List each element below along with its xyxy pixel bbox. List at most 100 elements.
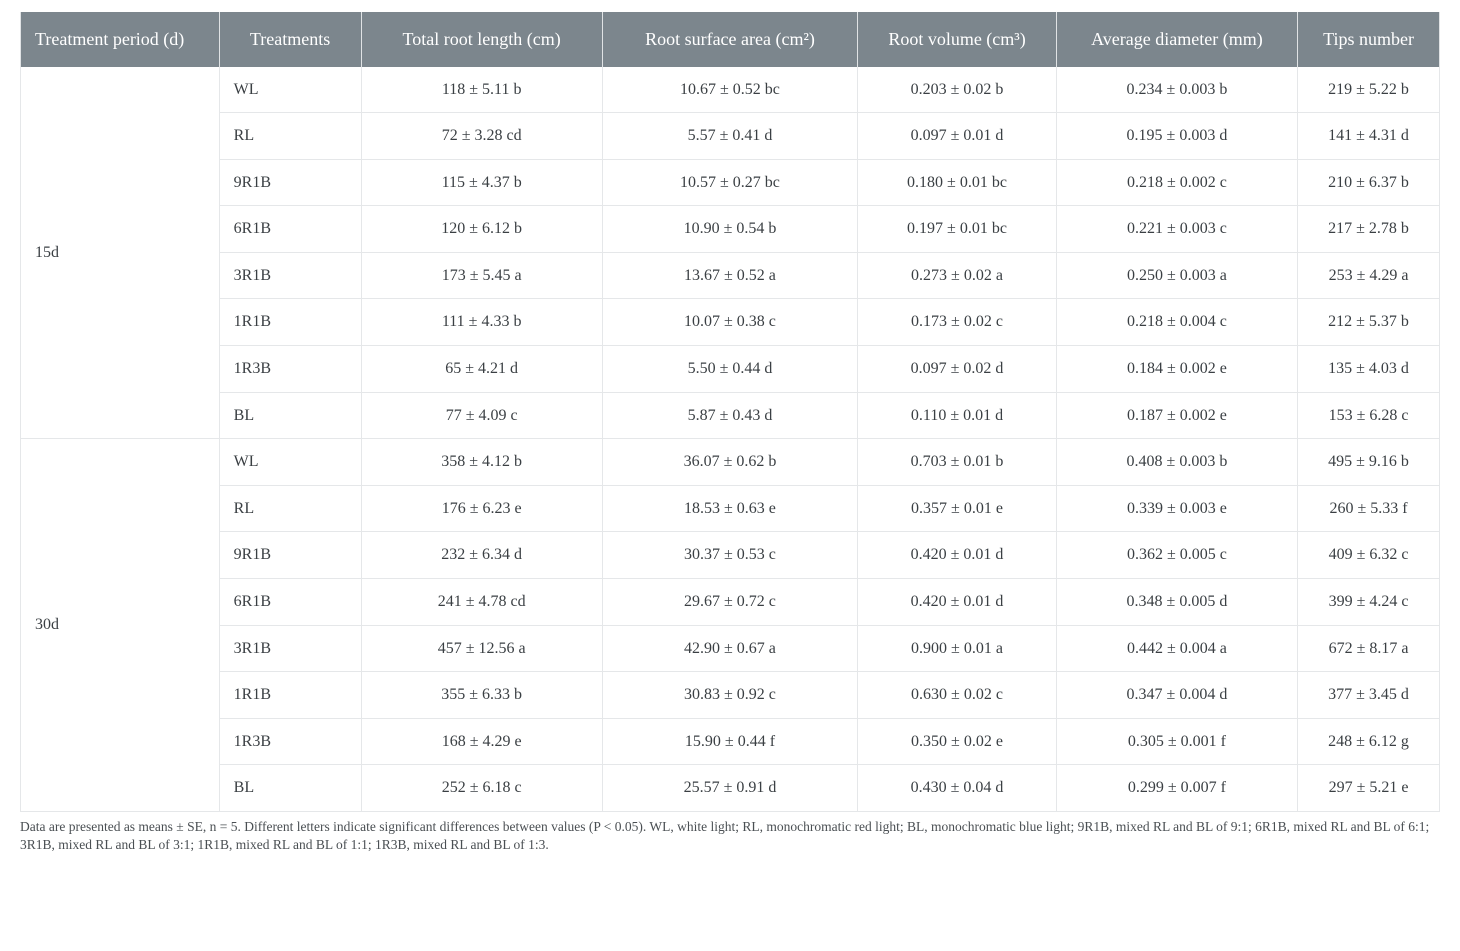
table-row: 6R1B241 ± 4.78 cd29.67 ± 0.72 c0.420 ± 0… [21,579,1440,626]
value-cell: 173 ± 5.45 a [361,252,602,299]
value-cell: 118 ± 5.11 b [361,67,602,113]
value-cell: 168 ± 4.29 e [361,718,602,765]
table-row: RL176 ± 6.23 e18.53 ± 0.63 e0.357 ± 0.01… [21,485,1440,532]
value-cell: 358 ± 4.12 b [361,439,602,486]
value-cell: 0.097 ± 0.02 d [858,346,1057,393]
value-cell: 5.50 ± 0.44 d [602,346,857,393]
value-cell: 77 ± 4.09 c [361,392,602,439]
value-cell: 5.87 ± 0.43 d [602,392,857,439]
value-cell: 0.250 ± 0.003 a [1056,252,1297,299]
value-cell: 210 ± 6.37 b [1298,159,1440,206]
value-cell: 0.305 ± 0.001 f [1056,718,1297,765]
table-row: 1R1B111 ± 4.33 b10.07 ± 0.38 c0.173 ± 0.… [21,299,1440,346]
treatment-cell: 6R1B [219,206,361,253]
table-row: 9R1B232 ± 6.34 d30.37 ± 0.53 c0.420 ± 0.… [21,532,1440,579]
value-cell: 219 ± 5.22 b [1298,67,1440,113]
table-row: 15dWL118 ± 5.11 b10.67 ± 0.52 bc0.203 ± … [21,67,1440,113]
table-row: RL72 ± 3.28 cd5.57 ± 0.41 d0.097 ± 0.01 … [21,113,1440,160]
treatment-cell: 3R1B [219,625,361,672]
value-cell: 0.630 ± 0.02 c [858,672,1057,719]
treatment-cell: 6R1B [219,579,361,626]
value-cell: 0.097 ± 0.01 d [858,113,1057,160]
value-cell: 0.348 ± 0.005 d [1056,579,1297,626]
value-cell: 13.67 ± 0.52 a [602,252,857,299]
value-cell: 409 ± 6.32 c [1298,532,1440,579]
treatment-cell: RL [219,113,361,160]
table-body: 15dWL118 ± 5.11 b10.67 ± 0.52 bc0.203 ± … [21,67,1440,812]
value-cell: 176 ± 6.23 e [361,485,602,532]
value-cell: 0.900 ± 0.01 a [858,625,1057,672]
table-row: 1R3B168 ± 4.29 e15.90 ± 0.44 f0.350 ± 0.… [21,718,1440,765]
table-row: 3R1B173 ± 5.45 a13.67 ± 0.52 a0.273 ± 0.… [21,252,1440,299]
treatment-cell: BL [219,392,361,439]
table-row: BL252 ± 6.18 c25.57 ± 0.91 d0.430 ± 0.04… [21,765,1440,812]
value-cell: 0.173 ± 0.02 c [858,299,1057,346]
value-cell: 10.07 ± 0.38 c [602,299,857,346]
value-cell: 135 ± 4.03 d [1298,346,1440,393]
value-cell: 0.339 ± 0.003 e [1056,485,1297,532]
value-cell: 141 ± 4.31 d [1298,113,1440,160]
value-cell: 18.53 ± 0.63 e [602,485,857,532]
value-cell: 248 ± 6.12 g [1298,718,1440,765]
value-cell: 0.187 ± 0.002 e [1056,392,1297,439]
col-header-treatments: Treatments [219,12,361,67]
value-cell: 0.273 ± 0.02 a [858,252,1057,299]
value-cell: 0.218 ± 0.002 c [1056,159,1297,206]
value-cell: 377 ± 3.45 d [1298,672,1440,719]
treatment-cell: 1R1B [219,299,361,346]
value-cell: 29.67 ± 0.72 c [602,579,857,626]
value-cell: 0.110 ± 0.01 d [858,392,1057,439]
value-cell: 10.90 ± 0.54 b [602,206,857,253]
value-cell: 0.234 ± 0.003 b [1056,67,1297,113]
value-cell: 355 ± 6.33 b [361,672,602,719]
value-cell: 0.442 ± 0.004 a [1056,625,1297,672]
value-cell: 0.197 ± 0.01 bc [858,206,1057,253]
value-cell: 10.67 ± 0.52 bc [602,67,857,113]
table-footnote: Data are presented as means ± SE, n = 5.… [20,818,1440,854]
value-cell: 0.430 ± 0.04 d [858,765,1057,812]
value-cell: 30.37 ± 0.53 c [602,532,857,579]
col-header-root-volume: Root volume (cm³) [858,12,1057,67]
value-cell: 30.83 ± 0.92 c [602,672,857,719]
value-cell: 120 ± 6.12 b [361,206,602,253]
treatment-cell: 1R3B [219,346,361,393]
treatment-cell: RL [219,485,361,532]
value-cell: 672 ± 8.17 a [1298,625,1440,672]
value-cell: 260 ± 5.33 f [1298,485,1440,532]
treatment-cell: 9R1B [219,159,361,206]
value-cell: 297 ± 5.21 e [1298,765,1440,812]
value-cell: 153 ± 6.28 c [1298,392,1440,439]
treatment-cell: 3R1B [219,252,361,299]
value-cell: 0.218 ± 0.004 c [1056,299,1297,346]
col-header-root-surface-area: Root surface area (cm²) [602,12,857,67]
value-cell: 0.184 ± 0.002 e [1056,346,1297,393]
value-cell: 10.57 ± 0.27 bc [602,159,857,206]
value-cell: 0.299 ± 0.007 f [1056,765,1297,812]
value-cell: 241 ± 4.78 cd [361,579,602,626]
value-cell: 212 ± 5.37 b [1298,299,1440,346]
col-header-average-diameter: Average diameter (mm) [1056,12,1297,67]
value-cell: 217 ± 2.78 b [1298,206,1440,253]
table-row: BL77 ± 4.09 c5.87 ± 0.43 d0.110 ± 0.01 d… [21,392,1440,439]
value-cell: 0.420 ± 0.01 d [858,532,1057,579]
table-row: 30dWL358 ± 4.12 b36.07 ± 0.62 b0.703 ± 0… [21,439,1440,486]
treatment-cell: 9R1B [219,532,361,579]
treatment-cell: BL [219,765,361,812]
table-row: 1R1B355 ± 6.33 b30.83 ± 0.92 c0.630 ± 0.… [21,672,1440,719]
value-cell: 0.350 ± 0.02 e [858,718,1057,765]
value-cell: 399 ± 4.24 c [1298,579,1440,626]
value-cell: 5.57 ± 0.41 d [602,113,857,160]
value-cell: 495 ± 9.16 b [1298,439,1440,486]
value-cell: 252 ± 6.18 c [361,765,602,812]
table-row: 1R3B65 ± 4.21 d5.50 ± 0.44 d0.097 ± 0.02… [21,346,1440,393]
value-cell: 72 ± 3.28 cd [361,113,602,160]
value-cell: 0.221 ± 0.003 c [1056,206,1297,253]
treatment-cell: WL [219,439,361,486]
value-cell: 457 ± 12.56 a [361,625,602,672]
table-row: 6R1B120 ± 6.12 b10.90 ± 0.54 b0.197 ± 0.… [21,206,1440,253]
col-header-total-root-length: Total root length (cm) [361,12,602,67]
value-cell: 15.90 ± 0.44 f [602,718,857,765]
value-cell: 42.90 ± 0.67 a [602,625,857,672]
treatment-cell: WL [219,67,361,113]
value-cell: 0.362 ± 0.005 c [1056,532,1297,579]
